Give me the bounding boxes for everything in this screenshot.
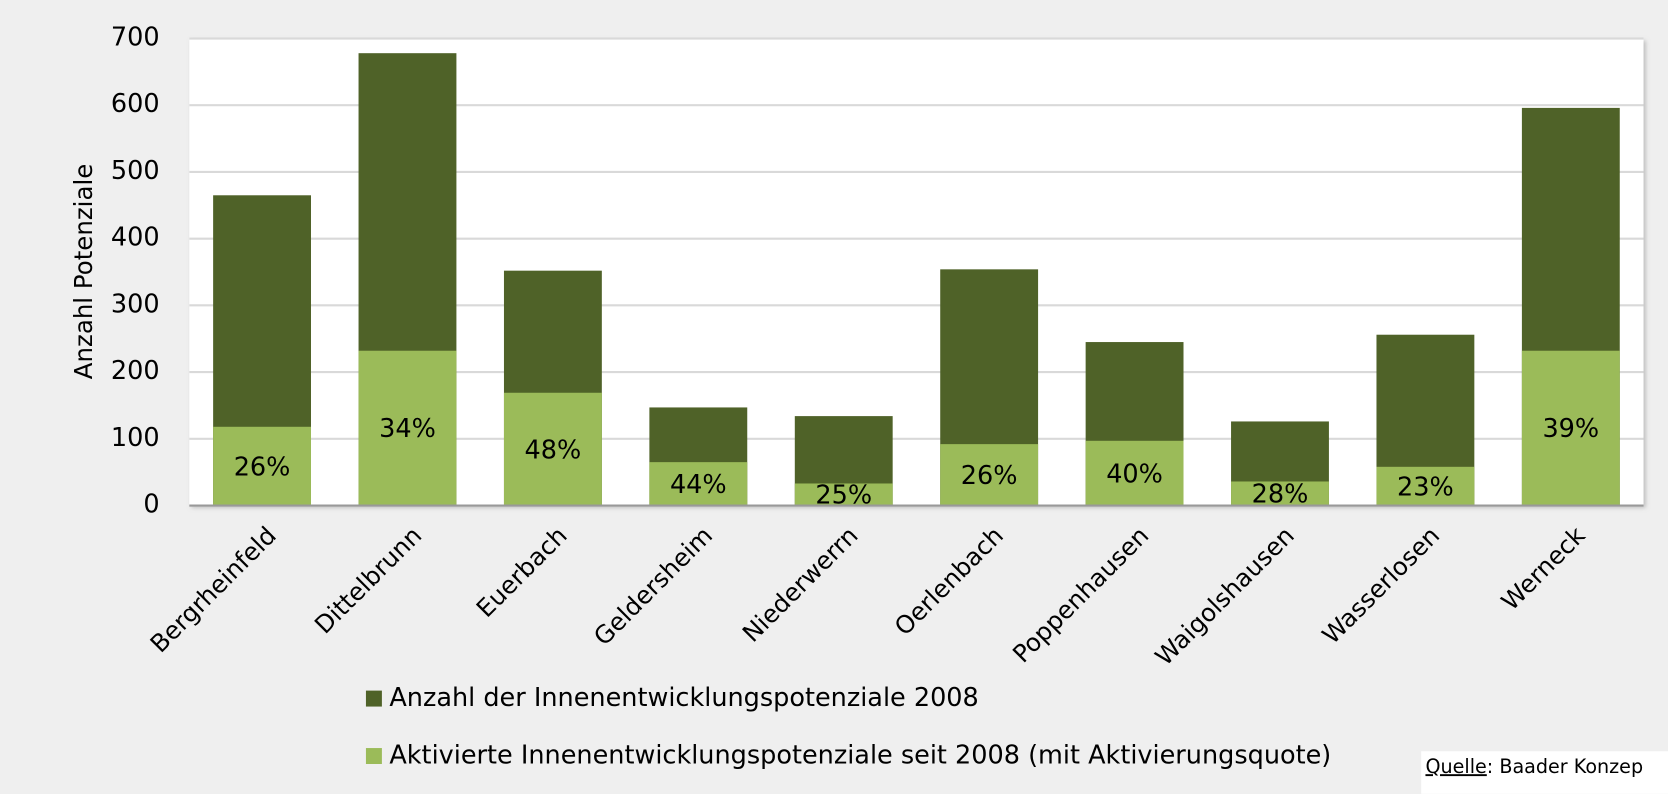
source-text: : Baader Konzep — [1487, 755, 1643, 778]
legend-swatch — [365, 690, 382, 707]
y-tick-label: 0 — [143, 490, 159, 520]
source-label: Quelle — [1425, 755, 1486, 778]
rate-label: 44% — [670, 470, 727, 500]
y-tick-label: 500 — [111, 156, 160, 186]
rate-label: 34% — [379, 414, 436, 444]
bar — [940, 444, 1039, 506]
bar — [1231, 481, 1329, 506]
source: Quelle: Baader Konzep — [1425, 755, 1643, 778]
rate-label: 23% — [1397, 472, 1454, 502]
rate-label: 26% — [234, 452, 291, 482]
legend-label: Anzahl der Innenentwicklungspotenziale 2… — [389, 683, 978, 713]
legend-label: Aktivierte Innenentwicklungspotenziale s… — [389, 741, 1331, 771]
bar — [1521, 350, 1620, 506]
bar — [649, 462, 748, 506]
y-tick-label: 200 — [111, 356, 160, 386]
y-tick-label: 700 — [111, 23, 160, 53]
bar — [213, 426, 311, 506]
source-box — [1421, 751, 1668, 794]
rate-label: 40% — [1106, 459, 1163, 489]
y-tick-label: 100 — [111, 423, 160, 453]
y-tick-label: 400 — [111, 223, 160, 253]
rate-label: 48% — [525, 435, 582, 465]
bar — [1085, 440, 1184, 506]
bar — [358, 350, 457, 506]
bar — [794, 483, 893, 506]
y-tick-label: 300 — [111, 289, 160, 319]
bar — [503, 392, 602, 506]
rate-label: 39% — [1542, 414, 1599, 444]
y-tick-label: 600 — [111, 89, 160, 119]
legend-swatch — [365, 748, 382, 765]
y-axis-label: Anzahl Potenziale — [69, 164, 98, 380]
rate-label: 26% — [961, 461, 1018, 491]
bar — [1376, 466, 1475, 506]
